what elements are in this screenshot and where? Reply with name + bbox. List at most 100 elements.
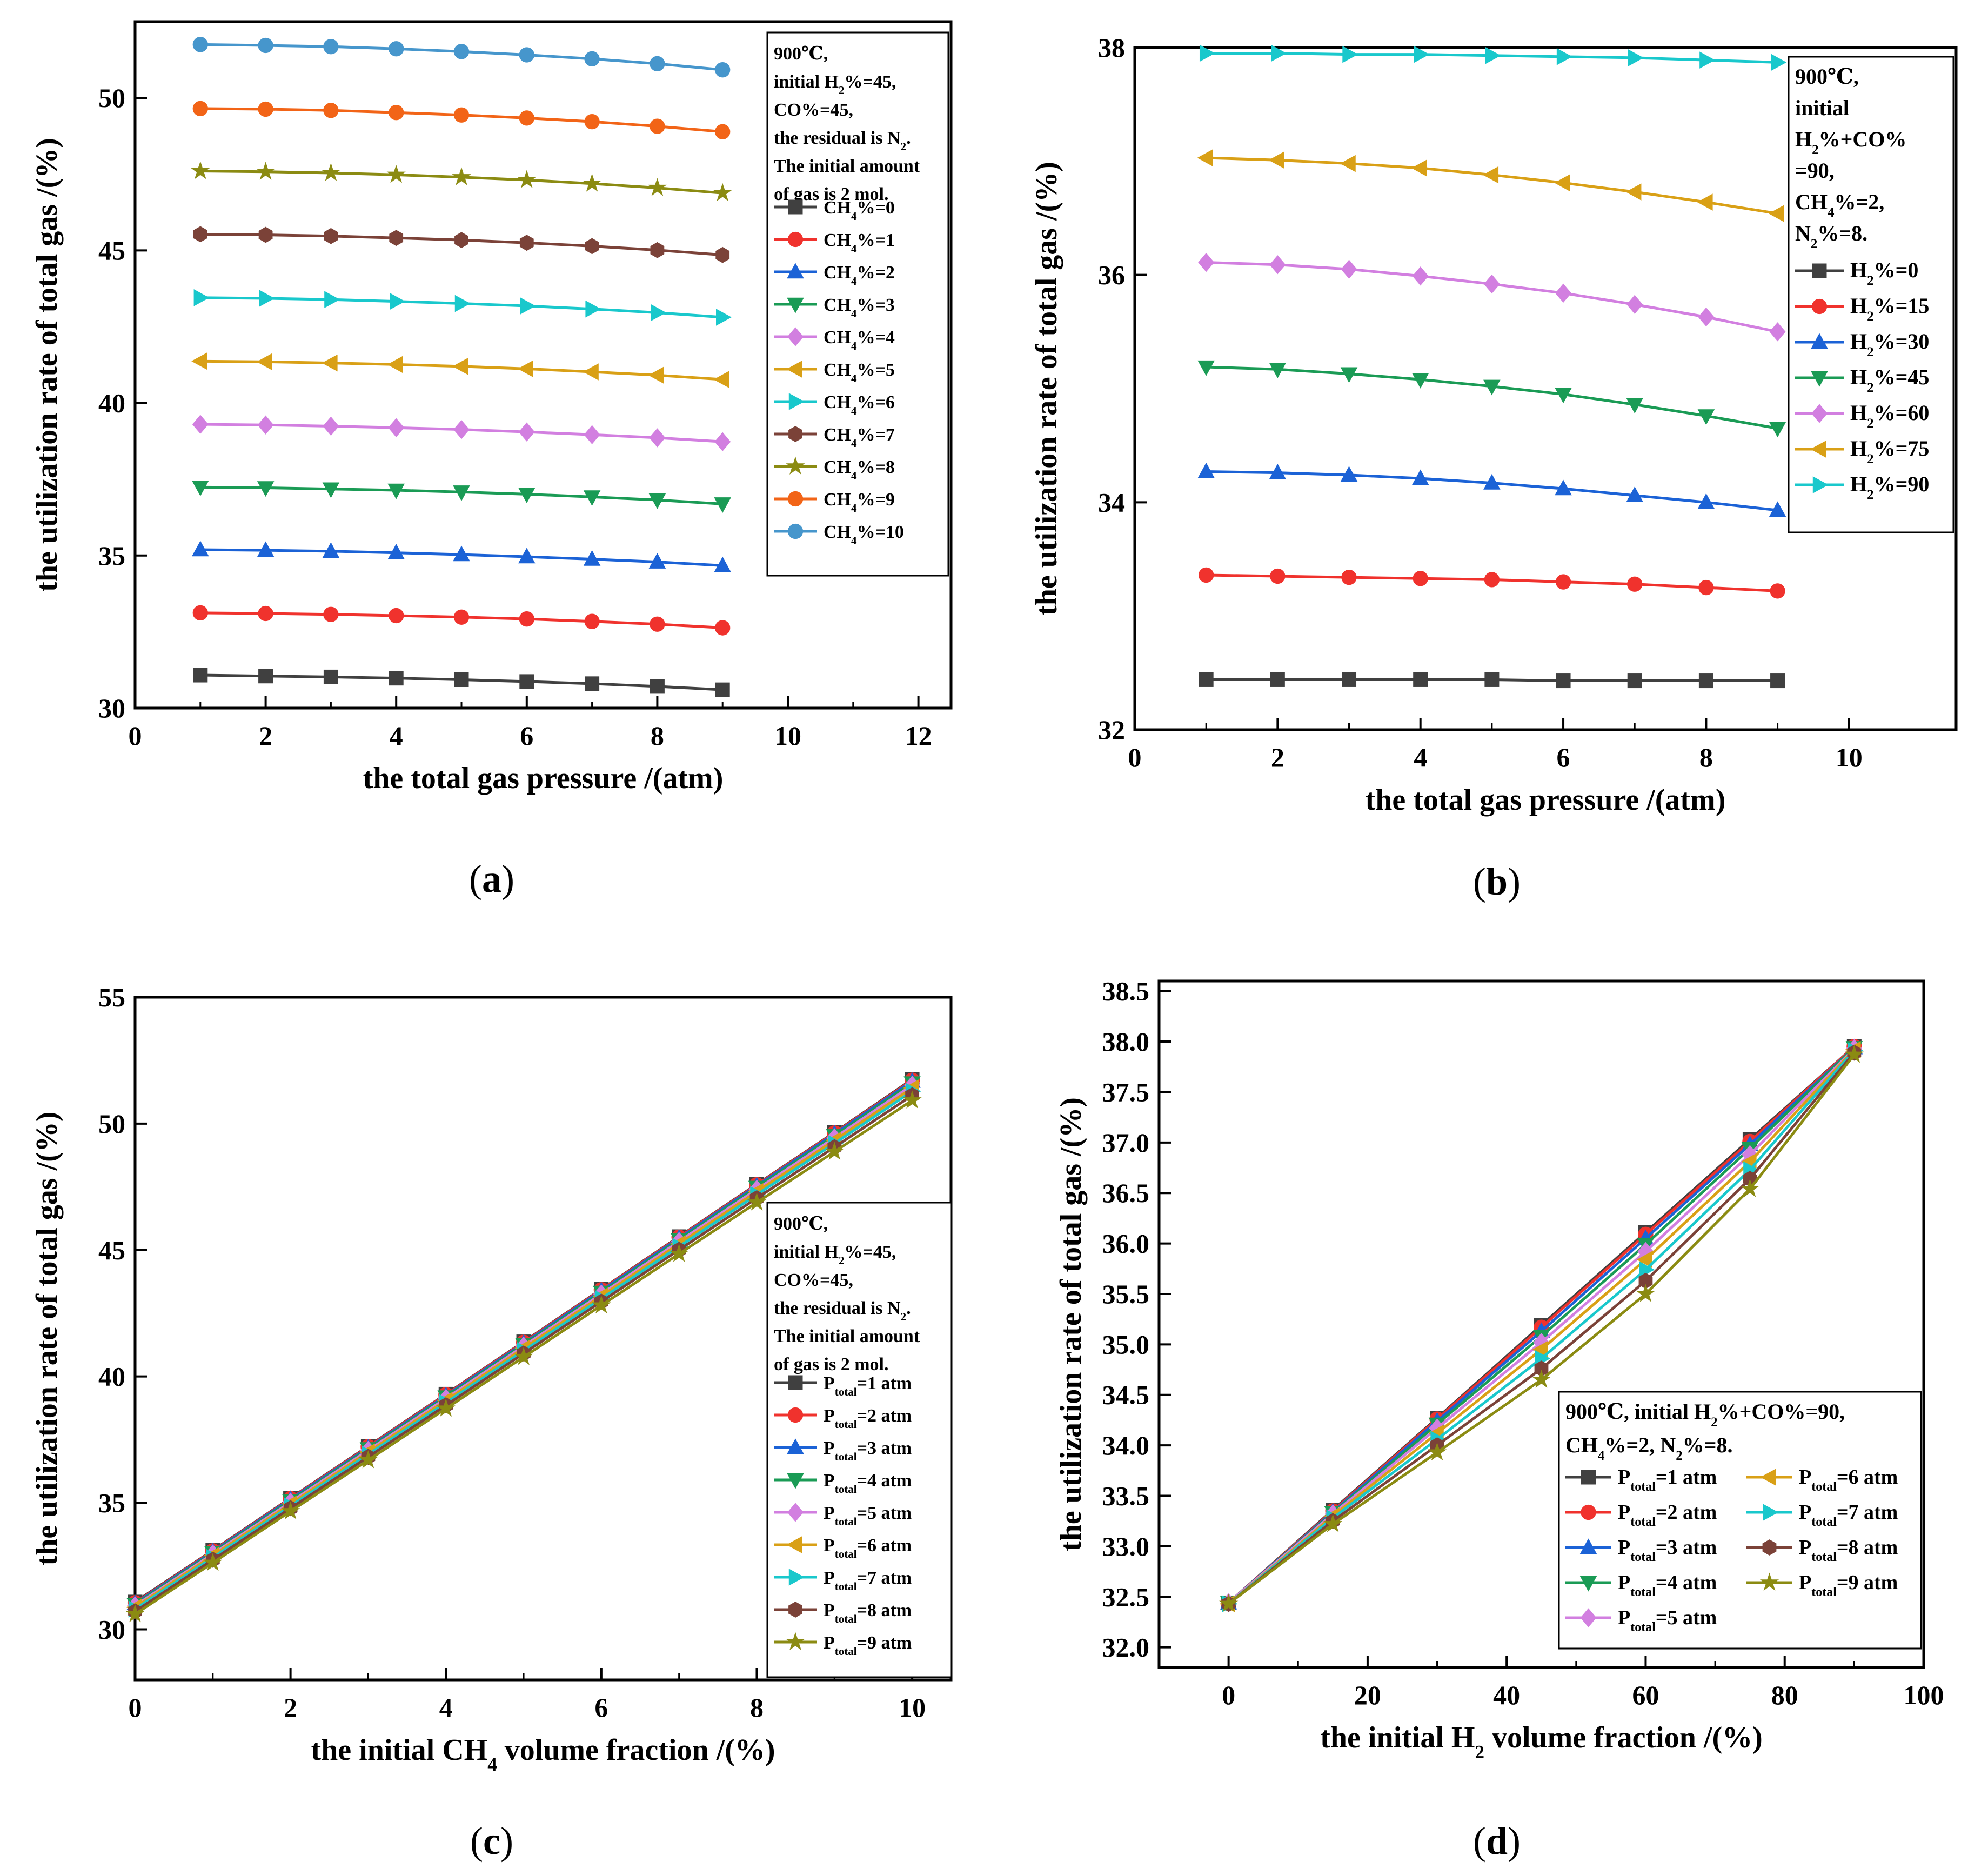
x-axis-label: the total gas pressure /(atm) [363, 762, 724, 795]
legend-marker [787, 523, 804, 539]
data-point [193, 226, 207, 243]
data-point [322, 354, 338, 372]
series-ch-4 [192, 415, 731, 451]
data-point [257, 415, 274, 435]
data-point [650, 616, 665, 632]
y-tick-label: 37.0 [1102, 1127, 1150, 1158]
data-point [647, 178, 667, 196]
legend-item-ch-0: CH4%=0 [774, 198, 895, 223]
chart-panel-b: 0 2 4 6 8 10 32 34 36 38 the total gas pressure /(… [1030, 32, 1958, 903]
series-line [1206, 156, 1778, 215]
legend-marker [1580, 1608, 1597, 1627]
y-tick-label: 36.5 [1102, 1178, 1150, 1208]
y-tick-label: 37.5 [1102, 1077, 1150, 1107]
data-point [1698, 673, 1713, 689]
data-point [1483, 166, 1499, 184]
data-point [1483, 274, 1500, 294]
legend-marker [787, 1438, 804, 1454]
series-ch-8 [191, 161, 732, 202]
data-point [257, 481, 275, 497]
legend-title-line: The initial amount [774, 156, 920, 176]
data-point [1628, 49, 1644, 66]
x-axis-label: the total gas pressure /(atm) [1366, 783, 1726, 817]
data-point [514, 1347, 533, 1365]
y-tick-label: 36 [1098, 260, 1125, 290]
data-point [1197, 149, 1213, 166]
legend-marker [786, 1632, 805, 1650]
x-axis-label: the initial H2 volume fraction /(%) [1320, 1721, 1763, 1763]
legend-box [1558, 1391, 1922, 1650]
legend-item-ptotal-8-atm: Ptotal=8 atm [1746, 1536, 1898, 1564]
data-point [191, 161, 210, 179]
legend: 900℃, initial H2%+CO%=90,CH4%=2, N2%=8. P… [1558, 1391, 1922, 1650]
panel-label: (b) [1473, 860, 1521, 903]
y-tick-label: 32.0 [1102, 1632, 1150, 1663]
data-point [1697, 493, 1715, 509]
data-point [715, 620, 731, 636]
data-point [358, 1450, 378, 1469]
legend-item-ch-8: CH4%=8 [774, 456, 895, 482]
legend-item-ch-7: CH4%=7 [774, 425, 895, 450]
y-tick-label: 55 [98, 982, 125, 1012]
legend-label: CH4%=2 [824, 263, 895, 288]
legend-item-ptotal-3-atm: Ptotal=3 atm [774, 1438, 912, 1463]
series-ch-0 [193, 668, 730, 697]
data-point [452, 167, 471, 185]
data-point [648, 493, 666, 509]
legend-title-line: 900℃, [1795, 64, 1859, 89]
legend-item-h-30: H2%=30 [1795, 329, 1929, 359]
legend-item-ch-2: CH4%=2 [774, 263, 895, 288]
legend-title-line: 900℃, initial H2%+CO%=90, [1565, 1399, 1845, 1430]
data-point [648, 552, 666, 569]
legend-label: H2%=75 [1850, 436, 1929, 466]
legend-marker [787, 1473, 804, 1489]
data-point [1269, 363, 1287, 378]
legend-label: H2%=15 [1850, 293, 1929, 324]
data-point [192, 415, 209, 434]
y-axis-label: the utilization rate of total gas /(%) [1054, 1097, 1088, 1551]
data-point [1636, 1284, 1656, 1302]
data-point [715, 62, 731, 78]
data-point [650, 679, 665, 694]
legend-marker [787, 1407, 804, 1423]
y-tick-label: 35.5 [1102, 1279, 1150, 1309]
legend-marker [788, 1569, 805, 1586]
data-point [1484, 572, 1500, 588]
x-tick-label: 12 [905, 720, 932, 751]
legend-marker [1811, 298, 1828, 315]
data-point [1626, 295, 1643, 315]
x-tick-label: 0 [129, 1692, 142, 1723]
y-tick-label: 32.5 [1102, 1582, 1150, 1612]
legend: 900℃, initial H2%=45, CO%=45, the residual … [766, 31, 949, 577]
data-point [1340, 466, 1358, 482]
legend-title-line: =90, [1795, 158, 1835, 183]
series-h-0 [1199, 672, 1785, 689]
data-point [1199, 672, 1214, 687]
data-point [519, 674, 534, 689]
legend-label: H2%=90 [1850, 472, 1929, 502]
data-point [257, 541, 275, 557]
data-point [650, 56, 665, 72]
legend-label: Ptotal=2 atm [824, 1406, 912, 1431]
data-point [519, 611, 534, 627]
series-ch-2 [192, 541, 731, 572]
legend-item-ch-9: CH4%=9 [774, 490, 895, 515]
data-point [714, 556, 731, 572]
legend-label: Ptotal=2 atm [1618, 1501, 1717, 1529]
data-point [1483, 379, 1501, 396]
x-tick-label: 0 [1128, 742, 1142, 772]
y-tick-label: 30 [98, 1614, 125, 1644]
data-point [583, 363, 599, 381]
legend-box [766, 1202, 952, 1678]
data-point [258, 37, 273, 54]
data-point [713, 371, 729, 388]
chart-panel-c: 0 2 4 6 8 10 30 35 40 45 50 55 the initial CH4 volum… [30, 982, 953, 1863]
data-point [1411, 372, 1429, 389]
data-point [125, 1604, 145, 1623]
legend-item-ptotal-5-atm: Ptotal=5 atm [1565, 1606, 1717, 1634]
y-axis-label: the utilization rate of total gas /(%) [30, 138, 64, 592]
x-tick-label: 6 [520, 720, 533, 751]
legend-marker [1812, 476, 1829, 493]
legend-marker [1579, 1538, 1597, 1554]
data-point [454, 295, 471, 312]
